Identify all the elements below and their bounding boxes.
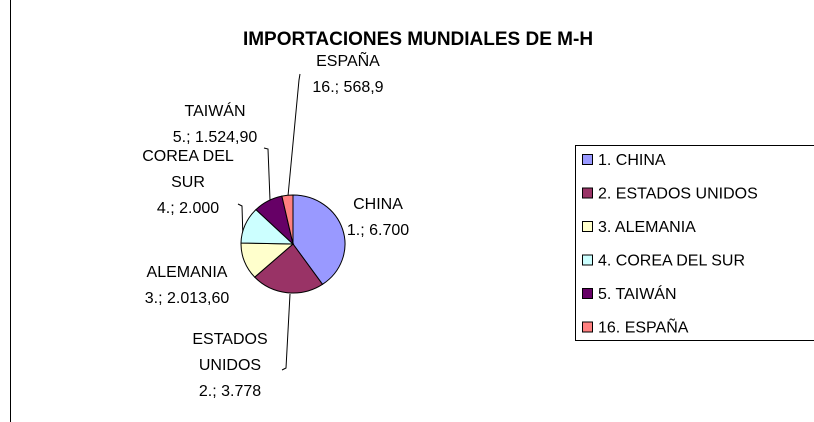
data-label-name: ALEMANIA: [146, 264, 228, 281]
data-label-name: TAIWÁN: [184, 103, 246, 120]
data-label-name: COREA DEL SUR: [142, 148, 234, 191]
legend-box: [575, 145, 814, 341]
leader-line: [287, 73, 301, 197]
pie-slice: [281, 194, 294, 245]
data-label-value: 16.; 568,9: [312, 79, 384, 96]
legend-swatch: [582, 288, 593, 299]
pie-slice: [292, 194, 346, 286]
legend-label: 2. ESTADOS UNIDOS: [598, 186, 758, 203]
data-label-value: 2.; 3.778: [198, 383, 262, 400]
legend-swatch: [582, 321, 593, 333]
data-label-name: ESTADOS UNIDOS: [192, 331, 268, 374]
leader-line: [281, 293, 291, 371]
legend-label: 16. ESPAÑA: [598, 317, 689, 337]
data-label-value: 3.; 2.013,60: [144, 290, 230, 307]
legend-label: 4. COREA DEL SUR: [598, 253, 745, 270]
leader-line: [263, 147, 271, 201]
legend-swatch: [582, 187, 593, 199]
legend-label: 5. TAIWÁN: [598, 284, 677, 303]
legend-swatch: [582, 154, 593, 165]
data-label-name: ESPAÑA: [316, 53, 380, 70]
data-label-value: 4.; 2.000: [156, 200, 220, 217]
pie-slice: [253, 243, 324, 294]
data-label-value: 5.; 1.524,90: [172, 129, 258, 146]
legend-swatch: [582, 221, 593, 232]
chart-title: IMPORTACIONES MUNDIALES DE M-H: [243, 29, 593, 50]
data-label-value: 1.; 6.700: [346, 222, 410, 239]
legend-swatch: [582, 254, 593, 266]
data-label-name: CHINA: [353, 196, 403, 213]
leader-line: [237, 203, 244, 241]
legend-label: 1. CHINA: [598, 152, 666, 169]
legend-label: 3. ALEMANIA: [598, 219, 696, 236]
